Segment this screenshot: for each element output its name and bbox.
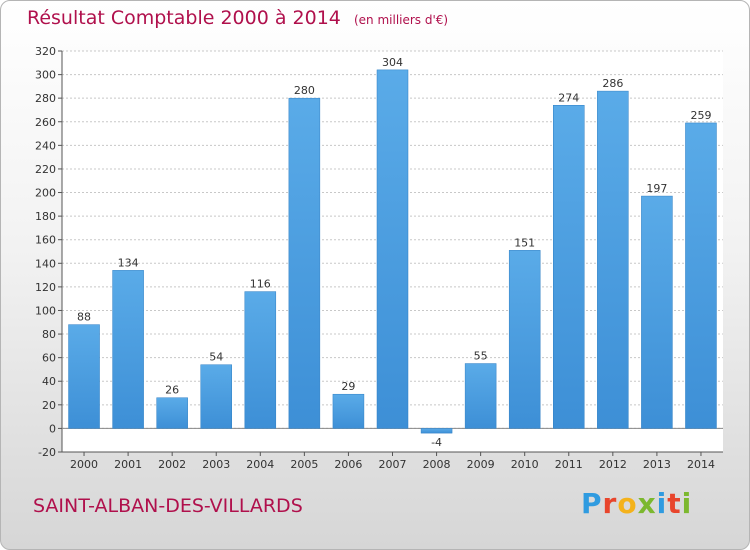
y-tick-label: 280 xyxy=(35,92,56,105)
x-tick-label: 2008 xyxy=(423,458,451,471)
data-label-2013: 197 xyxy=(646,182,667,195)
x-tick-label: 2013 xyxy=(643,458,671,471)
y-tick-label: 60 xyxy=(42,352,56,365)
x-tick-label: 2010 xyxy=(511,458,539,471)
data-label-2008: -4 xyxy=(431,436,442,449)
y-tick-label: 300 xyxy=(35,69,56,82)
y-tick-label: 80 xyxy=(42,328,56,341)
x-tick-label: 2000 xyxy=(70,458,98,471)
data-label-2002: 26 xyxy=(165,384,179,397)
logo-letter: o xyxy=(617,487,638,520)
logo-letter: i xyxy=(681,487,693,520)
bar-2012 xyxy=(597,90,629,429)
y-tick-label: 220 xyxy=(35,163,56,176)
y-tick-label: 180 xyxy=(35,210,56,223)
y-tick-label: 200 xyxy=(35,187,56,200)
bar-2000 xyxy=(68,324,100,429)
x-tick-label: 2007 xyxy=(379,458,407,471)
bar-2003 xyxy=(200,364,232,429)
y-tick-label: 140 xyxy=(35,257,56,270)
x-tick-label: 2002 xyxy=(158,458,186,471)
data-label-2014: 259 xyxy=(690,109,711,122)
data-label-2006: 29 xyxy=(341,380,355,393)
bar-2007 xyxy=(376,69,409,429)
data-label-2004: 116 xyxy=(250,278,271,291)
logo-letter: r xyxy=(602,487,618,520)
y-tick-label: -20 xyxy=(38,446,56,459)
x-tick-label: 2005 xyxy=(290,458,318,471)
y-tick-label: 40 xyxy=(42,375,56,388)
proxiti-logo: Proxiti xyxy=(581,487,692,520)
title-text: Résultat Comptable 2000 à 2014 xyxy=(27,7,341,29)
bar-2006 xyxy=(332,393,365,429)
y-tick-label: 320 xyxy=(35,45,56,58)
x-tick-label: 2006 xyxy=(334,458,362,471)
bar-2004 xyxy=(244,291,277,429)
unit-text: (en milliers d'€) xyxy=(353,13,449,27)
data-label-2003: 54 xyxy=(209,351,223,364)
data-label-2000: 88 xyxy=(77,311,91,324)
chart-title: Résultat Comptable 2000 à 2014 (en milli… xyxy=(27,7,448,29)
y-tick-label: 120 xyxy=(35,281,56,294)
y-tick-label: 100 xyxy=(35,304,56,317)
bar-2014 xyxy=(685,122,717,429)
data-label-2012: 286 xyxy=(602,77,623,90)
bar-2008 xyxy=(420,428,453,434)
y-tick-label: 240 xyxy=(35,139,56,152)
data-label-2009: 55 xyxy=(474,350,488,363)
bar-2009 xyxy=(464,363,497,429)
data-label-2001: 134 xyxy=(118,256,139,269)
bar-2011 xyxy=(553,105,585,429)
data-label-2010: 151 xyxy=(514,236,535,249)
x-tick-label: 2014 xyxy=(687,458,715,471)
x-tick-label: 2009 xyxy=(467,458,495,471)
bar-2001 xyxy=(112,270,144,429)
logo-letter: P xyxy=(581,487,603,520)
commune-name: SAINT-ALBAN-DES-VILLARDS xyxy=(33,495,303,517)
x-tick-label: 2011 xyxy=(555,458,583,471)
x-tick-label: 2004 xyxy=(246,458,274,471)
bar-2010 xyxy=(508,250,541,429)
logo-letter: x xyxy=(637,487,657,520)
y-tick-label: 20 xyxy=(42,399,56,412)
bar-2005 xyxy=(288,97,321,429)
logo-letter: t xyxy=(667,487,682,520)
bar-2002 xyxy=(156,397,188,429)
x-tick-label: 2012 xyxy=(599,458,627,471)
logo-letter: i xyxy=(656,487,668,520)
data-label-2005: 280 xyxy=(294,84,315,97)
y-tick-label: 0 xyxy=(49,422,56,435)
y-tick-label: 260 xyxy=(35,116,56,129)
data-label-2011: 274 xyxy=(558,91,579,104)
data-label-2007: 304 xyxy=(382,56,403,69)
y-tick-label: 160 xyxy=(35,234,56,247)
bar-2013 xyxy=(641,195,673,429)
x-tick-label: 2003 xyxy=(202,458,230,471)
x-tick-label: 2001 xyxy=(114,458,142,471)
